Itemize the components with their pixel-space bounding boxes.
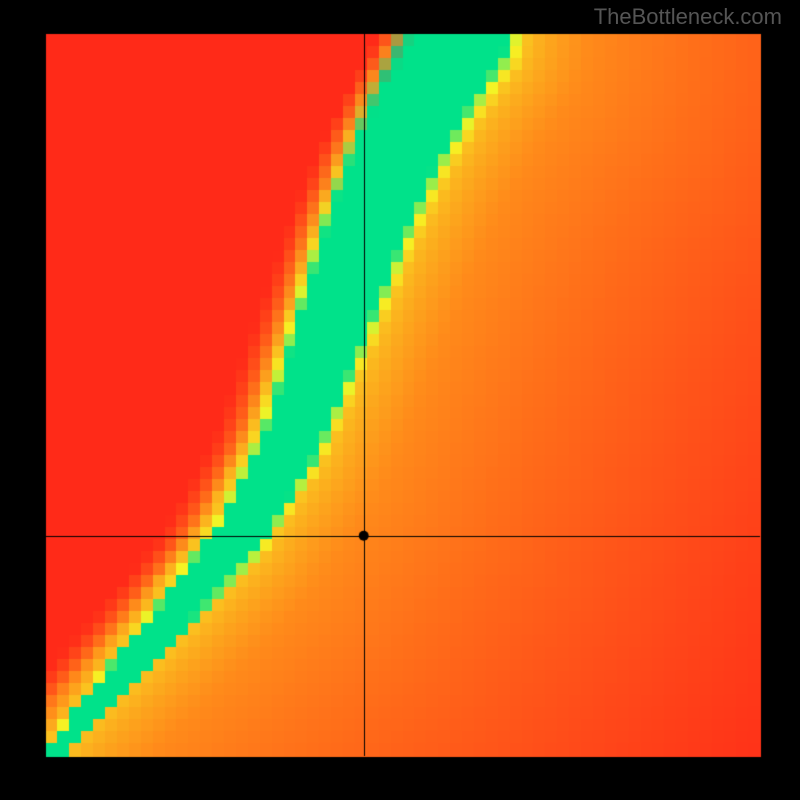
heatmap-canvas	[0, 0, 800, 800]
watermark-text: TheBottleneck.com	[594, 4, 782, 30]
chart-root: TheBottleneck.com	[0, 0, 800, 800]
